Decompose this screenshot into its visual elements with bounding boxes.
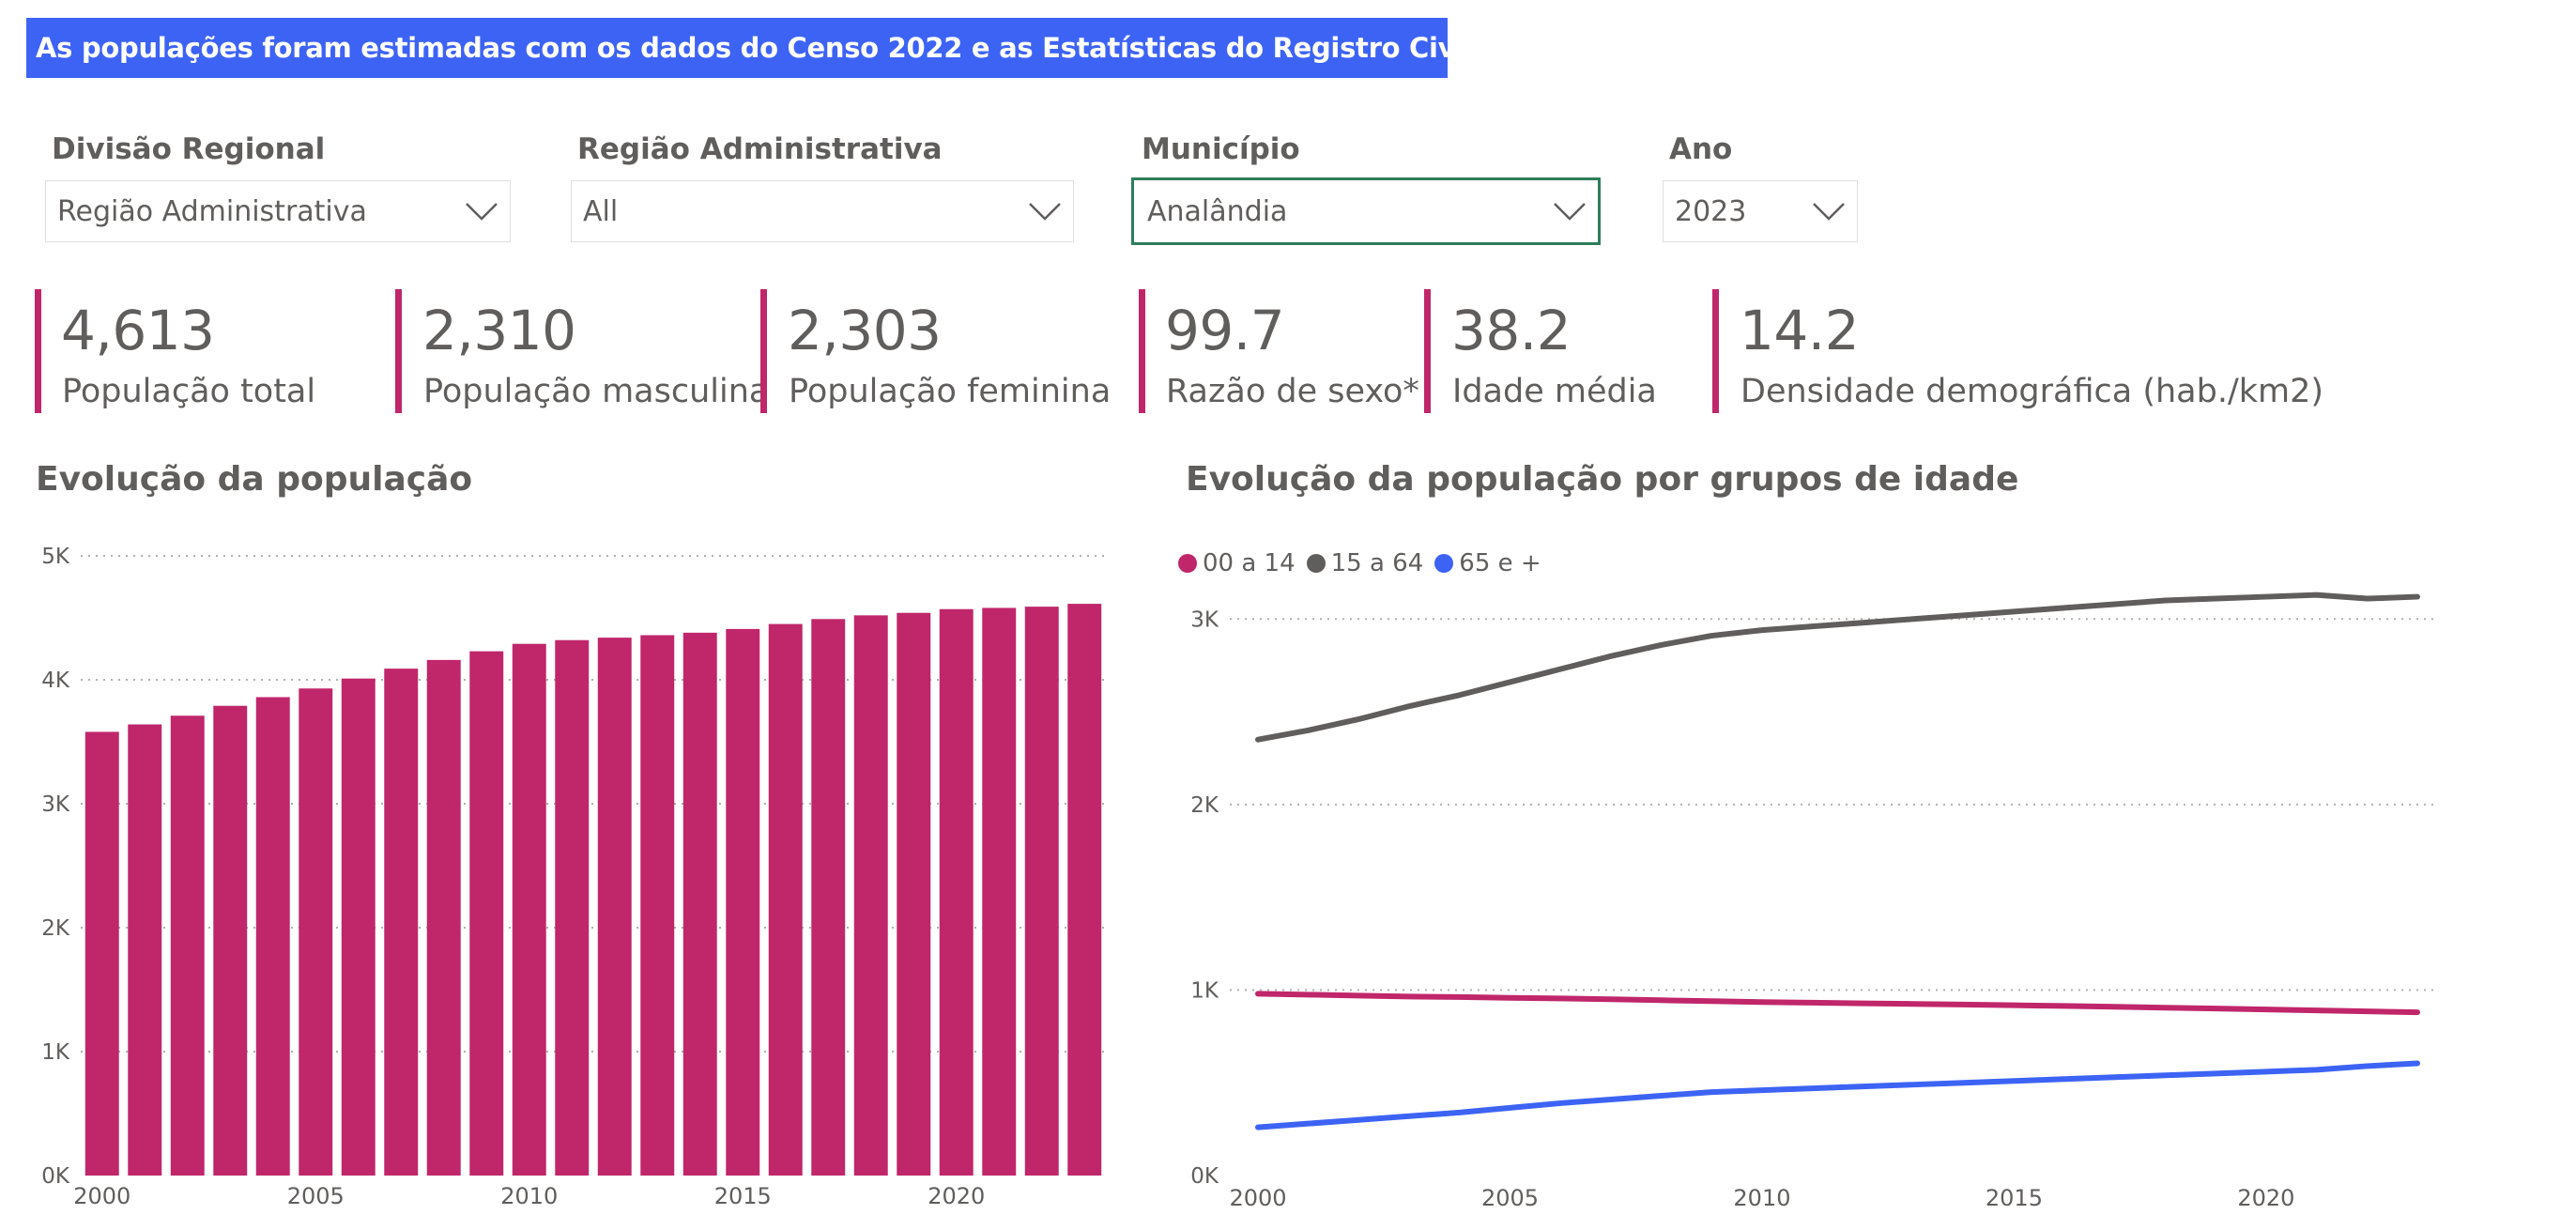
- x-tick-label: 2000: [73, 1183, 130, 1209]
- x-tick-label: 2015: [714, 1183, 772, 1209]
- chevron-down-icon: [1813, 203, 1845, 221]
- y-tick-label: 5K: [41, 545, 70, 569]
- legend-label: 00 a 14: [1203, 549, 1296, 577]
- legend-label: 65 e +: [1459, 549, 1541, 577]
- y-tick-label: 1K: [41, 1040, 70, 1065]
- x-tick-label: 2010: [500, 1183, 558, 1209]
- bar: [939, 608, 974, 1176]
- y-tick-label: 0K: [1190, 1164, 1219, 1189]
- slicer-title-regiao: Região Administrativa: [577, 132, 943, 166]
- bar: [768, 623, 803, 1176]
- kpi-accent-bar: [1712, 289, 1719, 413]
- kpi-populacao-total-value: 4,613: [61, 299, 215, 362]
- kpi-accent-bar: [1424, 289, 1431, 413]
- slicer-title-divisao: Divisão Regional: [52, 132, 326, 166]
- bar: [555, 639, 590, 1176]
- kpi-populacao-masculina-value: 2,310: [422, 299, 576, 362]
- x-tick-label: 2010: [1733, 1185, 1790, 1211]
- legend-dot-icon: [1178, 554, 1197, 573]
- bar: [341, 678, 376, 1176]
- divisao-regional-dropdown[interactable]: Região Administrativa: [45, 180, 511, 242]
- bar: [84, 731, 119, 1176]
- slicer-title-municipio: Município: [1142, 132, 1300, 166]
- age-group-line-chart: 0K 1K 2K 3K 2000 2005 2010 2015 2020: [1190, 592, 2436, 1211]
- population-bar-chart: 0K 1K 2K 3K 4K 5K 2000 2005 2010 2015 2020: [41, 545, 1106, 1209]
- y-tick-label: 3K: [41, 792, 70, 817]
- kpi-populacao-feminina-label: População feminina: [789, 373, 1112, 410]
- bar: [255, 697, 290, 1176]
- kpi-accent-bar: [395, 289, 402, 413]
- bar-chart-title: Evolução da população: [36, 460, 473, 499]
- y-tick-label: 2K: [41, 916, 70, 941]
- kpi-accent-bar: [760, 289, 767, 413]
- bar: [853, 615, 888, 1176]
- info-banner: As populações foram estimadas com os dad…: [26, 18, 1448, 78]
- bar: [897, 612, 931, 1176]
- line-chart-title: Evolução da população por grupos de idad…: [1186, 460, 2019, 499]
- chevron-down-icon: [466, 203, 498, 221]
- bar: [597, 638, 632, 1176]
- kpi-razao-sexo-label: Razão de sexo*: [1166, 373, 1419, 410]
- divisao-regional-value: Região Administrativa: [57, 194, 367, 228]
- regiao-administrativa-dropdown[interactable]: All: [571, 180, 1074, 242]
- y-tick-label: 4K: [41, 669, 70, 693]
- ano-value: 2023: [1675, 194, 1747, 228]
- kpi-accent-bar: [1139, 289, 1145, 413]
- x-tick-label: 2005: [1481, 1185, 1539, 1211]
- y-tick-label: 0K: [41, 1164, 70, 1189]
- series-line-00-14: [1255, 991, 2420, 1016]
- x-tick-label: 2015: [1986, 1185, 2043, 1211]
- bar: [469, 651, 504, 1176]
- x-tick-label: 2020: [2237, 1185, 2294, 1211]
- bar: [170, 715, 205, 1176]
- municipio-value: Analândia: [1147, 194, 1288, 228]
- bar: [299, 688, 333, 1176]
- bar: [811, 619, 846, 1176]
- chevron-down-icon: [1029, 203, 1061, 221]
- y-tick-label: 3K: [1190, 607, 1219, 632]
- bar: [726, 628, 760, 1176]
- bar: [213, 705, 248, 1176]
- legend-item-0014[interactable]: 00 a 14: [1178, 549, 1296, 577]
- x-tick-label: 2020: [928, 1183, 985, 1209]
- bar: [1024, 607, 1059, 1176]
- kpi-accent-bar: [35, 289, 41, 413]
- kpi-populacao-feminina-value: 2,303: [788, 299, 942, 362]
- municipio-dropdown[interactable]: Analândia: [1131, 177, 1601, 245]
- kpi-razao-sexo-value: 99.7: [1165, 299, 1285, 362]
- legend-item-65[interactable]: 65 e +: [1434, 549, 1541, 577]
- kpi-idade-media-label: Idade média: [1452, 373, 1657, 410]
- series-line-65-plus: [1255, 1060, 2420, 1130]
- y-tick-label: 1K: [1190, 978, 1219, 1003]
- kpi-idade-media-value: 38.2: [1451, 299, 1572, 362]
- regiao-administrativa-value: All: [583, 194, 619, 228]
- line-chart-legend: 00 a 14 15 a 64 65 e +: [1178, 549, 1553, 577]
- bar: [384, 669, 419, 1176]
- slicer-title-ano: Ano: [1669, 132, 1733, 166]
- series-line-15-64: [1255, 592, 2420, 743]
- bar: [426, 659, 461, 1176]
- kpi-densidade-label: Densidade demográfica (hab./km2): [1740, 373, 2324, 410]
- y-tick-label: 2K: [1190, 793, 1219, 818]
- legend-dot-icon: [1434, 554, 1454, 573]
- kpi-populacao-masculina-label: População masculina: [423, 373, 770, 410]
- legend-item-1564[interactable]: 15 a 64: [1306, 549, 1424, 577]
- legend-label: 15 a 64: [1330, 549, 1424, 577]
- bar: [982, 607, 1017, 1176]
- bar: [640, 635, 675, 1176]
- ano-dropdown[interactable]: 2023: [1663, 180, 1858, 242]
- x-tick-label: 2005: [287, 1183, 345, 1209]
- bar: [128, 724, 162, 1176]
- bar: [1067, 604, 1102, 1176]
- kpi-populacao-total-label: População total: [62, 373, 316, 410]
- bar: [512, 643, 546, 1176]
- bar: [682, 632, 717, 1176]
- legend-dot-icon: [1306, 554, 1326, 573]
- kpi-densidade-value: 14.2: [1740, 299, 1860, 362]
- chevron-down-icon: [1554, 203, 1586, 221]
- x-tick-label: 2000: [1229, 1185, 1286, 1211]
